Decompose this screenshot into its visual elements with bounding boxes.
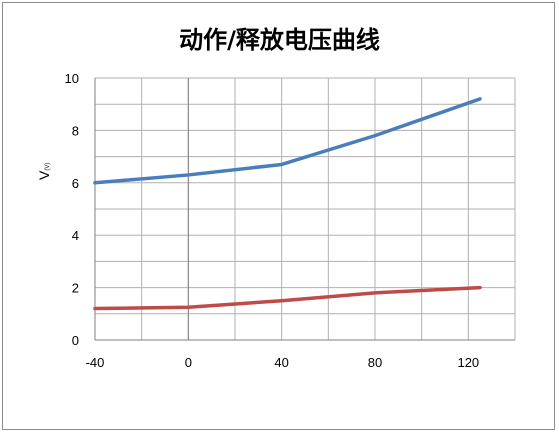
y-tick-label: 6 — [72, 176, 79, 191]
chart-frame — [2, 2, 555, 430]
y-tick-label: 2 — [72, 281, 79, 296]
chart-title: 动作/释放电压曲线 — [179, 26, 380, 54]
x-tick-label: -40 — [86, 355, 105, 370]
y-tick-label: 8 — [72, 123, 79, 138]
x-tick-label: 120 — [457, 355, 479, 370]
x-tick-label: 80 — [368, 355, 382, 370]
x-tick-label: 40 — [274, 355, 288, 370]
y-tick-label: 0 — [72, 333, 79, 348]
series-line-2 — [93, 285, 482, 311]
series-line-1 — [93, 97, 482, 185]
x-tick-label: 0 — [185, 355, 192, 370]
y-tick-label: 4 — [72, 228, 79, 243]
y-tick-label: 10 — [65, 71, 79, 86]
